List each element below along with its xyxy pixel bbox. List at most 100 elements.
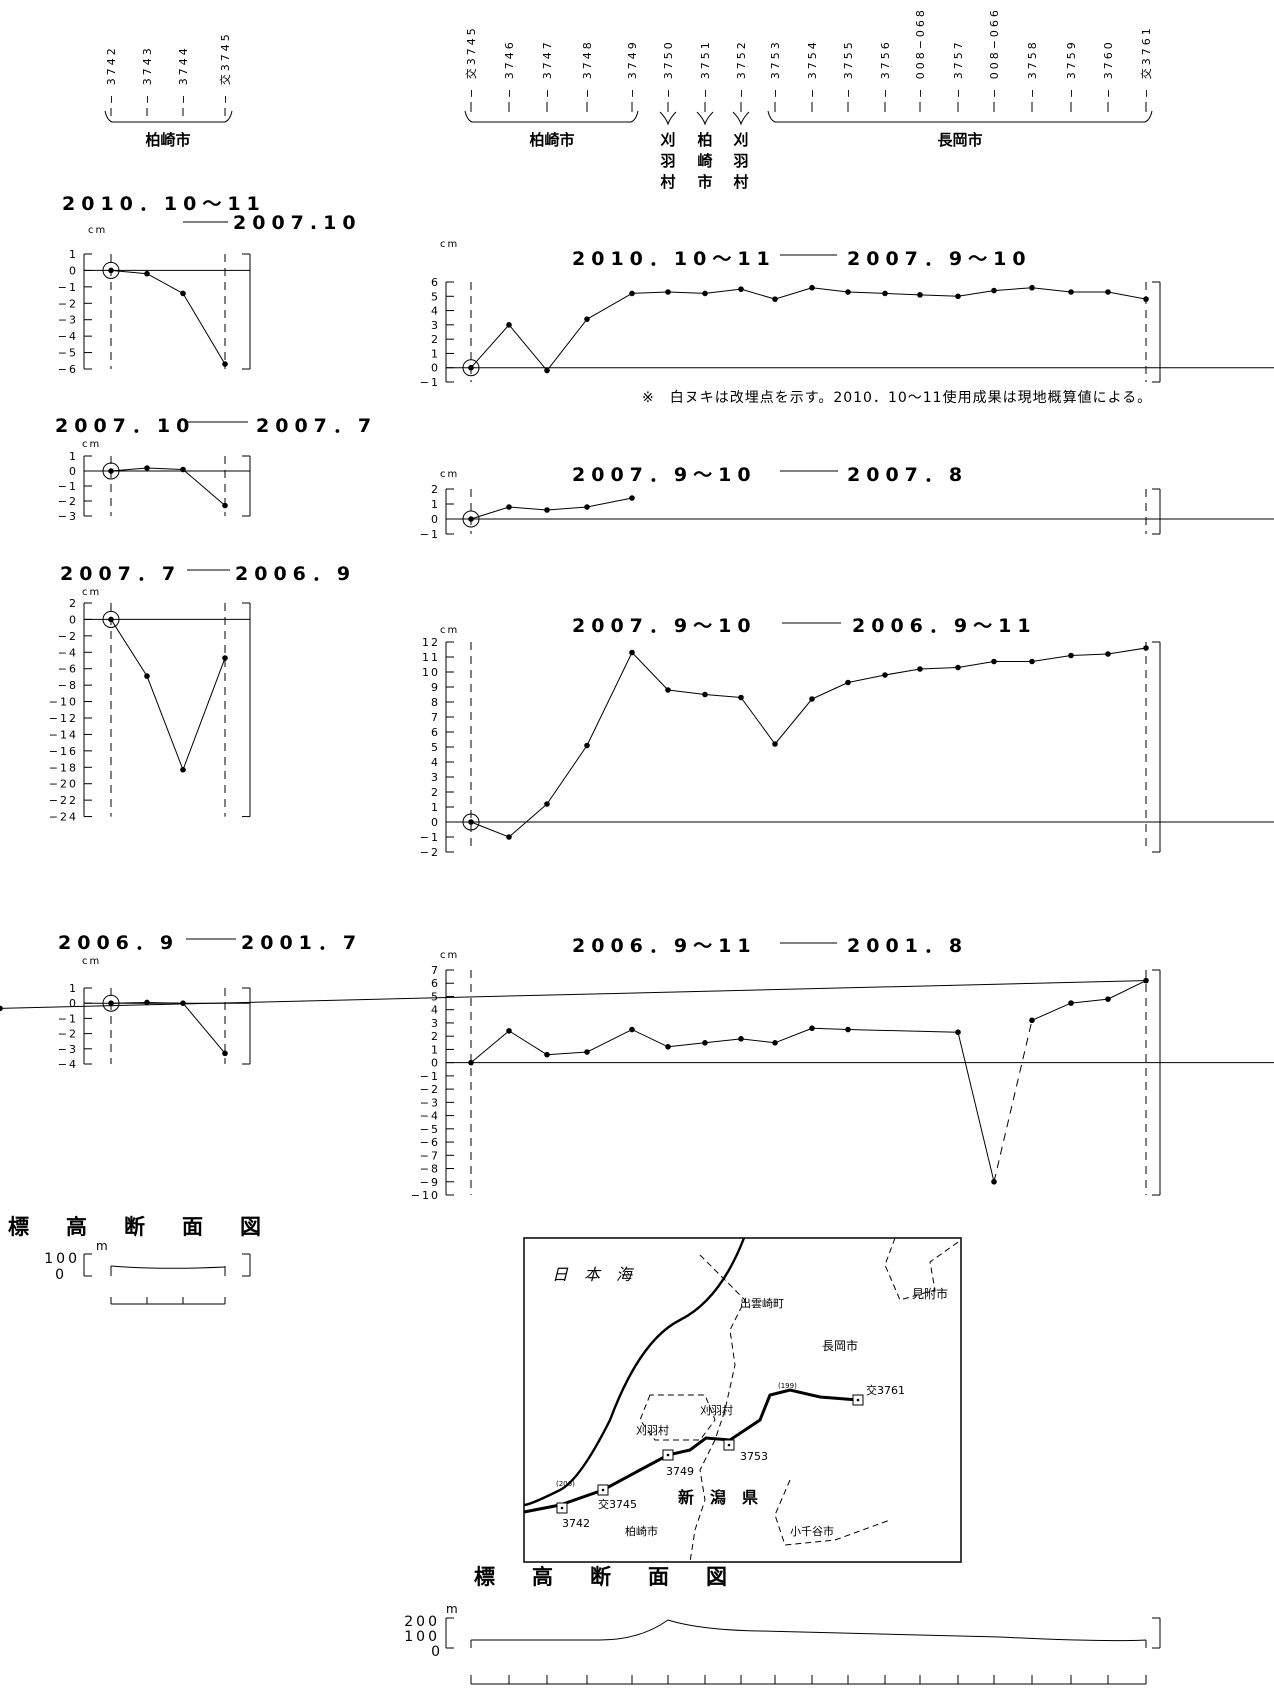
chart-title-from: 2006．9～11 [572, 935, 757, 957]
series-segment [811, 682, 849, 700]
data-point [702, 290, 708, 297]
chart-title-from: 2007．9～10 [572, 615, 757, 637]
series-segment [1107, 291, 1147, 300]
series-segment [586, 652, 633, 746]
map-station-label: 交3761 [866, 1383, 905, 1397]
group-label: 村 [660, 173, 675, 191]
data-point [1105, 996, 1111, 1002]
data-point [809, 284, 815, 291]
y-tick-label: 4 [431, 756, 440, 769]
series-segment [1031, 287, 1072, 293]
data-point [772, 741, 778, 747]
chart-R4: 2006．9～11 2001．8cm76543210−1−2−3−4−5−6−7−… [0, 935, 1274, 1202]
series-segment [508, 1030, 548, 1056]
station-marker-dot [601, 1488, 605, 1492]
y-tick-label: 0 [69, 465, 78, 478]
chart-title-to: 2001．7 [241, 932, 362, 954]
y-tick-label: −1 [420, 831, 440, 844]
chart-L2: 2007．10 2007．7 cm 1 0 −1 −2 −3 [55, 415, 371, 523]
y-tick-label: −1 [420, 376, 440, 389]
y-tick-label: −8 [58, 679, 78, 692]
series-segment [847, 674, 886, 683]
y-tick-label: −7 [420, 1149, 440, 1162]
series-segment [811, 1027, 849, 1031]
data-point [108, 1000, 114, 1006]
y-tick-label: −1 [420, 528, 440, 541]
station-label: − 交3745 [464, 25, 478, 98]
y-tick-label: −16 [49, 745, 78, 758]
y-tick-label: −4 [58, 330, 78, 343]
boundary [689, 1254, 746, 1563]
data-point [991, 1178, 997, 1185]
chart-L4: 2006．9 2001．7 cm 1 0 −1 −2 −3 −4 [58, 932, 362, 1071]
series-segment [847, 291, 886, 294]
map-place-label: 刈羽村 [636, 1423, 669, 1437]
station-label: − 3748 [581, 39, 594, 98]
station-label: − 008−068 [914, 7, 927, 98]
profile-unit: m [96, 1239, 108, 1253]
series-segment [146, 273, 184, 294]
data-point [917, 292, 923, 298]
data-point [1029, 1017, 1035, 1024]
profile-tick-label: 100 [44, 1251, 80, 1267]
y-tick-label: 4 [431, 1004, 440, 1017]
data-point [222, 502, 228, 509]
data-point [584, 316, 590, 322]
data-point [584, 1049, 590, 1055]
y-tick-label: 4 [431, 305, 440, 318]
series-segment [110, 1001, 148, 1004]
data-point [772, 296, 778, 302]
series-segment [631, 652, 669, 691]
y-tick-label: 12 [422, 636, 440, 649]
y-tick-label: −2 [420, 846, 440, 859]
group-bracket [104, 110, 233, 123]
data-point [1143, 296, 1149, 302]
data-point [809, 1025, 815, 1032]
series-segment [774, 1027, 813, 1044]
data-point [468, 1059, 474, 1066]
data-point [1143, 977, 1149, 984]
map-station-label: 3749 [666, 1465, 694, 1478]
data-point [180, 290, 186, 297]
profile-title: 標 高 断 面 図 [474, 1565, 735, 1589]
y-tick-label: 6 [431, 977, 440, 990]
y-tick-label: −2 [58, 495, 78, 508]
profile-tick-label: 0 [55, 1267, 64, 1283]
group-label: 刈 [660, 131, 675, 149]
series-segment [704, 694, 742, 698]
data-point [629, 495, 635, 501]
unit-label: cm [88, 225, 107, 236]
y-tick-label: −6 [58, 363, 78, 376]
y-tick-label: 5 [431, 290, 440, 303]
station-label: − 3755 [842, 39, 855, 98]
station-label: − 3758 [1026, 39, 1039, 98]
group-bracket [696, 111, 714, 126]
unit-label: cm [440, 950, 459, 961]
data-point [991, 287, 997, 294]
data-point [506, 504, 512, 510]
group-label: 柏崎市 [145, 131, 190, 149]
y-tick-label: −4 [420, 1110, 440, 1123]
data-point [544, 367, 550, 374]
group-label: 柏崎市 [529, 131, 574, 149]
series-segment [182, 1002, 226, 1054]
series-segment [667, 1042, 706, 1048]
series-segment [110, 269, 148, 275]
station-label: − 3751 [699, 39, 712, 98]
chart-R2: 2007．9～10 2007．8 cm2 1 0 −1 [420, 464, 1274, 541]
group-bracket [767, 110, 1153, 123]
series-segment [1107, 980, 1147, 1000]
station-label: − 3746 [503, 39, 516, 98]
footnote: ※ 白ヌキは改埋点を示す。2010．10～11使用成果は現地概算値による。 [642, 389, 1152, 406]
y-tick-label: 1 [431, 1043, 440, 1056]
chart-title-from: 2007．10 [55, 415, 195, 437]
series-segment [110, 467, 148, 472]
y-tick-label: −1 [58, 480, 78, 493]
series-segment [704, 288, 742, 294]
series-segment [546, 745, 588, 805]
station-marker-dot [666, 1453, 670, 1457]
profile-tick-label: 200 [404, 1614, 440, 1630]
series-segment [774, 287, 813, 300]
series-segment [1031, 655, 1072, 662]
